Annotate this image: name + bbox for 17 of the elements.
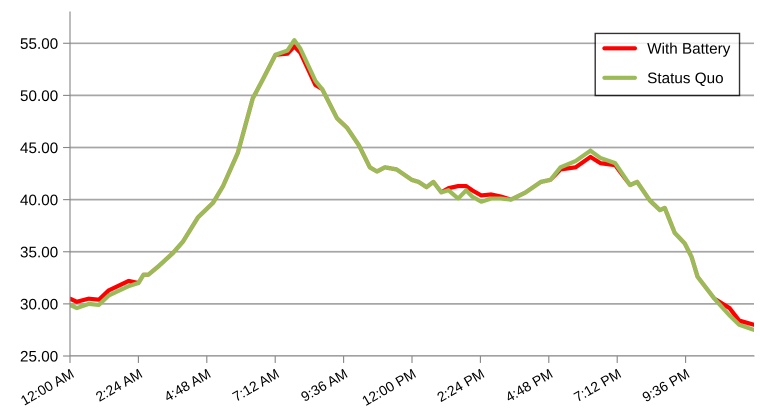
x-tick-label: 7:12 PM — [573, 368, 622, 402]
y-tick-label: 35.00 — [20, 246, 58, 258]
y-tick-label: 30.00 — [20, 298, 58, 310]
legend-label: Status Quo — [648, 72, 723, 86]
x-tick-label: 7:12 AM — [232, 368, 280, 402]
x-tick-label: 4:48 PM — [504, 368, 553, 402]
y-tick-label: 40.00 — [20, 194, 58, 206]
y-tick-label: 55.00 — [20, 38, 58, 49]
x-tick-label: 2:24 PM — [436, 368, 484, 402]
x-tick-label: 4:48 AM — [163, 368, 211, 402]
legend-label: With Battery — [647, 42, 730, 57]
y-tick-label: 45.00 — [20, 142, 58, 154]
y-tick-label: 50.00 — [20, 90, 58, 102]
x-tick-label: 2:24 AM — [95, 368, 142, 402]
x-tick-label: 9:36 AM — [300, 368, 348, 402]
x-tick-label: 9:36 PM — [642, 368, 690, 402]
y-tick-label: 25.00 — [20, 350, 58, 362]
